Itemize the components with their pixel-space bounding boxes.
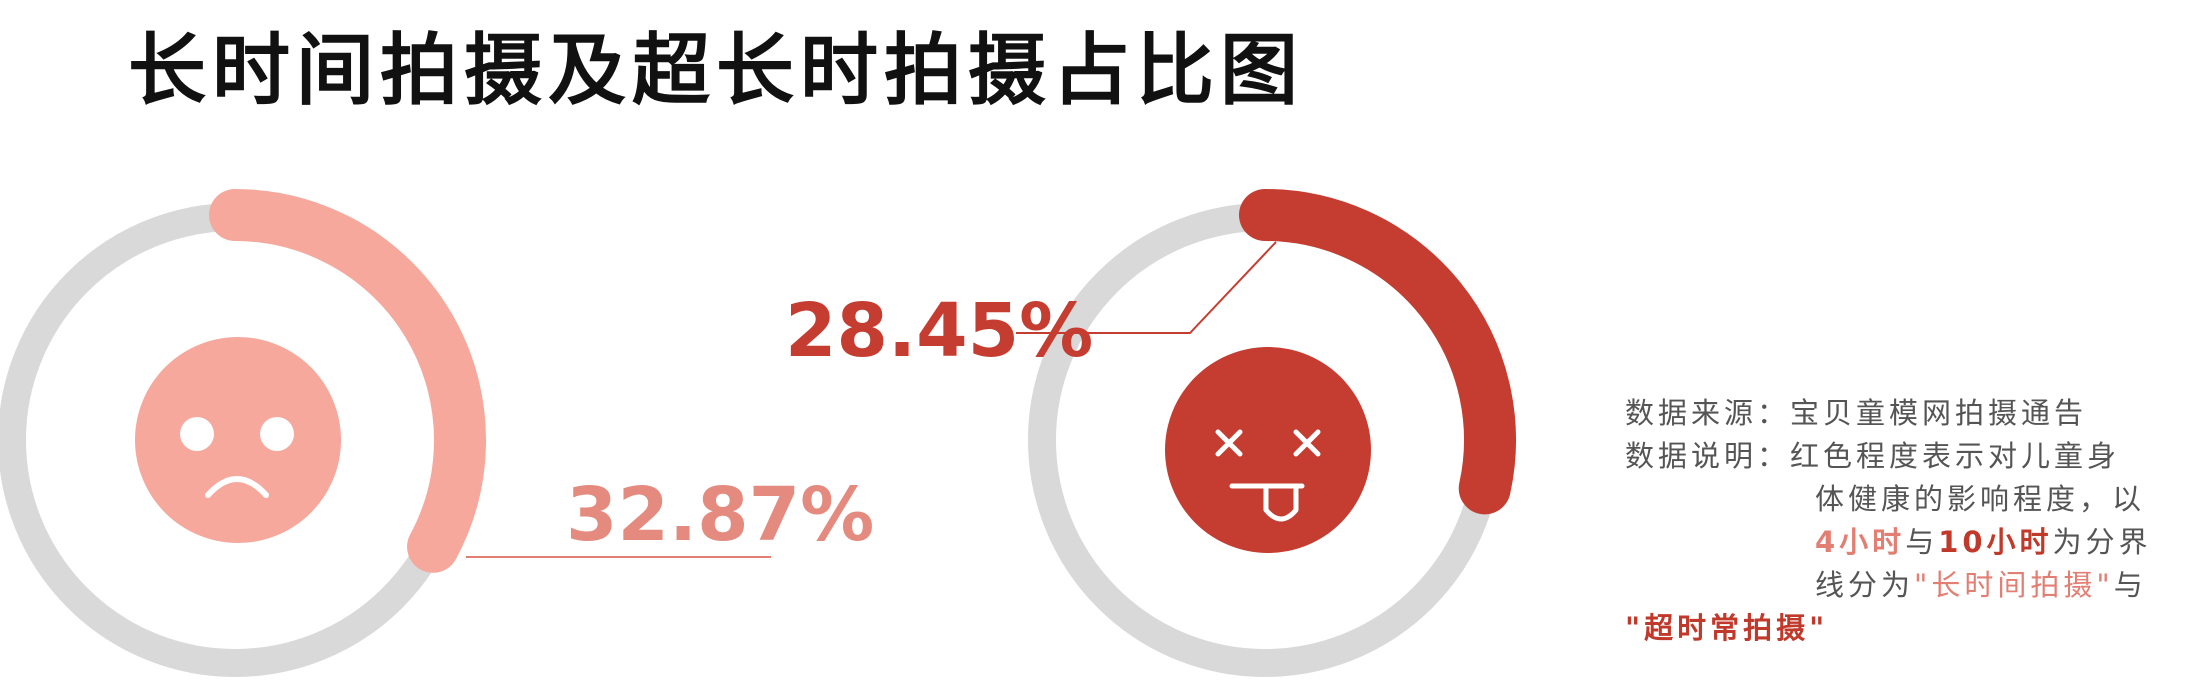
data-note: 数据来源：宝贝童模网拍摄通告 数据说明：红色程度表示对儿童身 体健康的影响程度，… bbox=[1625, 392, 2152, 650]
donut-value-arc bbox=[209, 189, 486, 573]
donut-chart-super-long: 28.45% bbox=[785, 189, 1516, 677]
desc-row-4: 线分为"长时间拍摄"与 bbox=[1625, 564, 2152, 607]
source-text: 宝贝童模网拍摄通告 bbox=[1790, 396, 2088, 430]
chart-title: 长时间拍摄及超长时拍摄占比图 bbox=[128, 25, 1305, 116]
sad-face-icon bbox=[135, 337, 341, 543]
desc-text: 线分为 bbox=[1815, 568, 1915, 602]
source-label: 数据来源： bbox=[1625, 396, 1791, 430]
desc-row-3: 4小时与10小时为分界 bbox=[1625, 521, 2152, 564]
highlight-4h: 4小时 bbox=[1815, 525, 1906, 559]
desc-row-5: "超时常拍摄" bbox=[1625, 607, 2152, 650]
desc-row-1: 数据说明：红色程度表示对儿童身 bbox=[1625, 435, 2152, 478]
donut-value-arc bbox=[1239, 189, 1516, 515]
highlight-10h: 10小时 bbox=[1938, 525, 2053, 559]
desc-text: 为分界 bbox=[2052, 525, 2152, 559]
desc-text: 与 bbox=[1905, 525, 1939, 559]
percentage-label: 28.45% bbox=[785, 288, 1093, 374]
desc-line: 红色程度表示对儿童身 bbox=[1790, 439, 2121, 473]
dizzy-face-icon bbox=[1165, 347, 1371, 553]
highlight-long: "长时间拍摄" bbox=[1914, 568, 2114, 602]
percentage-label: 32.87% bbox=[566, 472, 874, 558]
source-row: 数据来源：宝贝童模网拍摄通告 bbox=[1625, 392, 2152, 435]
desc-text: 与 bbox=[2113, 568, 2147, 602]
desc-line: 体健康的影响程度，以 bbox=[1815, 482, 2146, 516]
desc-row-2: 体健康的影响程度，以 bbox=[1625, 478, 2152, 521]
donut-chart-long: 32.87% bbox=[0, 189, 874, 677]
desc-label: 数据说明： bbox=[1625, 439, 1791, 473]
highlight-super: "超时常拍摄" bbox=[1625, 611, 1829, 645]
leader-line bbox=[1016, 241, 1277, 334]
